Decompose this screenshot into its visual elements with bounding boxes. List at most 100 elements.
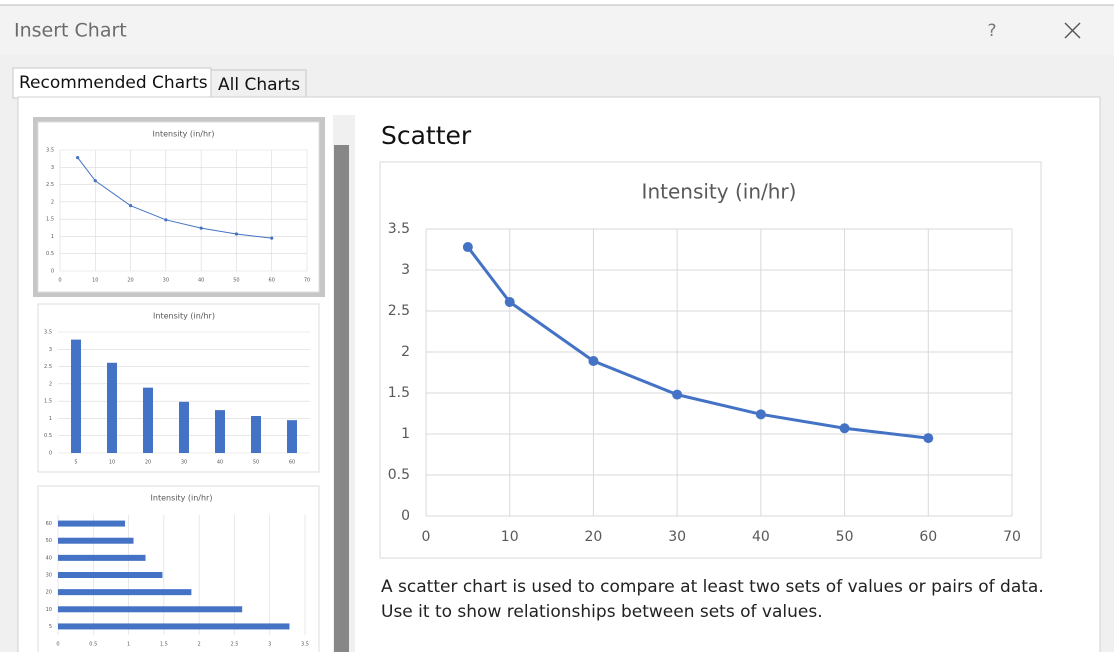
x-tick-label: 30	[668, 529, 686, 545]
sheet-strip	[0, 0, 1114, 5]
x-tick-label: 1	[127, 642, 130, 648]
x-tick-label: 10	[109, 460, 115, 466]
x-tick-label: 10	[92, 278, 98, 284]
point	[76, 156, 80, 160]
y-tick-label: 1.5	[46, 217, 54, 223]
bar	[251, 416, 261, 453]
x-tick-label: 0	[56, 642, 59, 648]
title-bar	[0, 5, 1114, 55]
y-tick-label: 3	[51, 165, 54, 171]
x-tick-label: 50	[253, 460, 259, 466]
x-tick-label: 0.5	[89, 642, 97, 648]
point	[199, 226, 203, 230]
y-tick-label: 2	[401, 344, 410, 360]
point	[93, 179, 97, 183]
chart-title: Intensity (in/hr)	[642, 180, 797, 204]
bar	[58, 623, 290, 630]
bar	[58, 554, 146, 561]
y-tick-label: 30	[46, 573, 52, 579]
y-tick-label: 2	[51, 199, 54, 205]
tab-active[interactable]	[12, 67, 212, 99]
y-tick-label: 0	[401, 508, 410, 524]
x-tick-label: 20	[585, 529, 603, 545]
bar	[179, 401, 189, 453]
point	[164, 218, 168, 222]
bar	[215, 410, 225, 453]
bar	[58, 589, 192, 596]
chart-title: Intensity (in/hr)	[153, 312, 215, 321]
y-tick-label: 3.5	[46, 148, 54, 154]
point	[270, 236, 274, 240]
close-button[interactable]	[1064, 22, 1081, 39]
y-tick-label: 1	[401, 426, 410, 442]
chart-title: Intensity (in/hr)	[151, 494, 213, 503]
bar	[107, 362, 117, 453]
y-tick-label: 10	[46, 607, 52, 613]
x-tick-label: 30	[163, 278, 169, 284]
x-tick-label: 60	[919, 529, 937, 545]
tab[interactable]	[210, 69, 307, 99]
point	[923, 433, 934, 444]
y-tick-label: 0	[51, 269, 54, 275]
y-tick-label: 1	[49, 416, 52, 422]
y-tick-label: 20	[46, 590, 52, 596]
x-tick-label: 40	[217, 460, 223, 466]
y-tick-label: 3.5	[44, 330, 52, 336]
y-tick-label: 1.5	[388, 385, 410, 401]
preview-description: A scatter chart is used to compare at le…	[381, 577, 1044, 622]
bar	[287, 420, 297, 453]
x-tick-label: 10	[501, 529, 519, 545]
x-tick-label: 60	[289, 460, 295, 466]
dialog-title: Insert Chart	[14, 20, 127, 42]
point	[234, 232, 239, 236]
tab-label[interactable]: All Charts	[218, 75, 300, 95]
y-tick-label: 0.5	[46, 251, 54, 257]
point	[504, 296, 515, 307]
bar	[58, 606, 243, 613]
point	[755, 409, 766, 420]
point	[839, 423, 850, 434]
x-tick-label: 3.5	[301, 642, 309, 648]
thumb-scatter[interactable]	[37, 121, 320, 293]
bar	[58, 520, 126, 527]
x-tick-label: 20	[127, 278, 133, 284]
y-tick-label: 2.5	[388, 303, 410, 319]
y-tick-label: 3.5	[388, 221, 410, 237]
x-tick-label: 40	[752, 529, 770, 545]
scrollbar-thumb[interactable]	[334, 145, 349, 652]
tab-label[interactable]: Recommended Charts	[19, 73, 208, 93]
y-tick-label: 0	[49, 451, 52, 457]
help-button[interactable]: ?	[987, 21, 996, 41]
point	[462, 242, 473, 253]
bar	[71, 339, 81, 453]
y-tick-label: 2	[49, 381, 52, 387]
x-tick-label: 50	[836, 529, 854, 545]
y-tick-label: 1.5	[44, 399, 52, 405]
y-tick-label: 0.5	[44, 433, 52, 439]
bar	[58, 572, 163, 578]
x-tick-label: 20	[145, 460, 151, 466]
bar	[58, 537, 134, 544]
x-tick-label: 1.5	[160, 642, 168, 648]
x-tick-label: 70	[304, 278, 310, 284]
y-tick-label: 40	[46, 555, 52, 561]
x-tick-label: 70	[1003, 529, 1021, 545]
y-tick-label: 3	[49, 347, 52, 353]
x-tick-label: 0	[422, 529, 431, 545]
point	[672, 389, 683, 400]
y-tick-label: 3	[401, 262, 410, 278]
x-tick-label: 60	[269, 278, 275, 284]
bar	[143, 387, 153, 453]
y-tick-label: 2.5	[46, 182, 54, 188]
y-tick-label: 5	[49, 624, 52, 630]
x-tick-label: 0	[58, 278, 61, 284]
point	[588, 356, 599, 367]
x-tick-label: 2	[198, 642, 201, 648]
y-tick-label: 1	[51, 234, 54, 240]
x-tick-label: 3	[268, 642, 271, 648]
preview-area	[370, 115, 1083, 652]
preview-name: Scatter	[381, 121, 472, 150]
point	[128, 204, 133, 208]
